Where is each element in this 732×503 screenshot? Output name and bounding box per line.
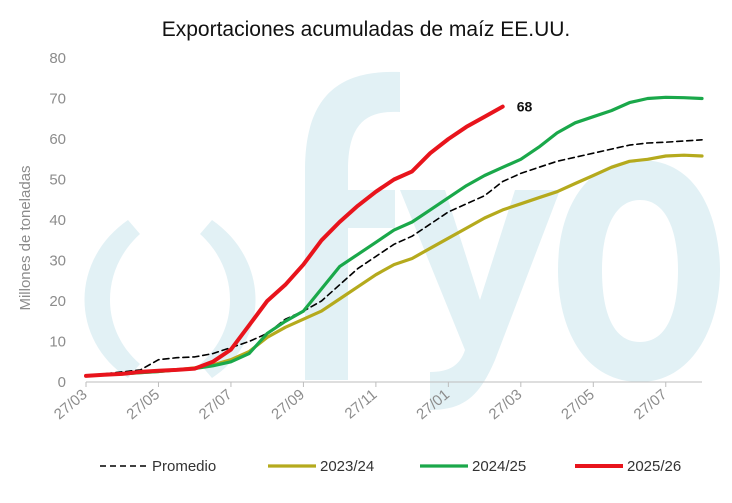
legend: Promedio 2023/24 2024/25 2025/26 [100, 458, 681, 475]
y-tick-label: 80 [49, 50, 66, 67]
x-tick-label: 27/09 [268, 386, 308, 423]
y-axis-label: Millones de toneladas [17, 165, 34, 310]
series-line-promedio [85, 139, 703, 377]
watermark-y [400, 190, 560, 410]
series-lines [84, 95, 704, 378]
legend-label: 2025/26 [627, 458, 681, 475]
y-tick-label: 50 [49, 172, 66, 189]
watermark-f [305, 71, 400, 381]
x-axis: 27/03 27/05 27/07 27/09 27/11 27/01 27/03 27/05… [51, 381, 702, 423]
x-tick-label: 27/03 [486, 386, 526, 423]
y-tick-label: 30 [49, 253, 66, 270]
x-tick-label: 27/07 [631, 386, 671, 423]
annotations: 68 [517, 99, 533, 115]
x-tick-label: 27/07 [196, 386, 236, 423]
series-line-2025-26 [84, 104, 505, 378]
legend-label: 2024/25 [472, 458, 526, 475]
y-tick-label: 20 [49, 293, 66, 310]
x-tick-label: 27/05 [123, 386, 163, 423]
y-axis-ticks: 0 10 20 30 40 50 60 70 80 [49, 50, 66, 391]
end-value-annotation: 68 [517, 99, 533, 115]
legend-label: 2023/24 [320, 458, 374, 475]
x-tick-label: 27/03 [51, 386, 91, 423]
chart-title: Exportaciones acumuladas de maíz EE.UU. [162, 18, 571, 41]
y-tick-label: 70 [49, 91, 66, 108]
watermark-paren-left [84, 220, 140, 378]
watermark-o [558, 160, 720, 382]
y-tick-label: 60 [49, 131, 66, 148]
y-tick-label: 10 [49, 334, 66, 351]
legend-label: Promedio [152, 458, 216, 475]
x-tick-label: 27/05 [558, 386, 598, 423]
x-tick-label: 27/11 [342, 386, 381, 422]
y-tick-label: 40 [49, 212, 66, 229]
y-tick-label: 0 [58, 374, 66, 391]
